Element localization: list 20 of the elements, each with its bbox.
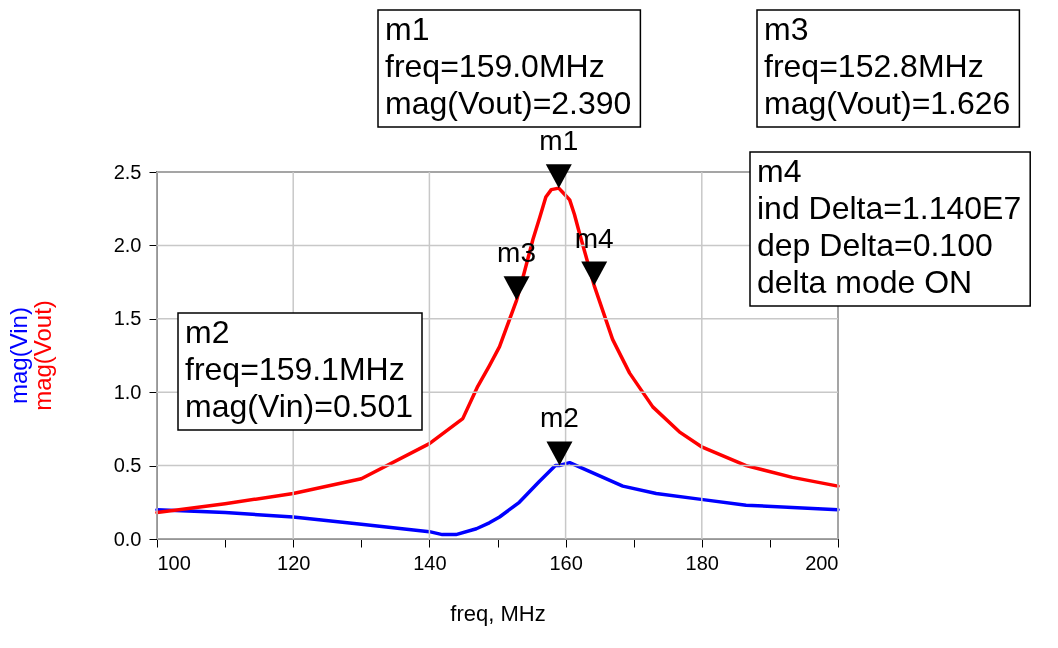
x-tick-label: 180 <box>685 551 719 574</box>
x-tick-label: 100 <box>157 551 191 574</box>
text: m1 freq=159.0MHz mag(Vout)=2.390 <box>385 11 632 121</box>
x-axis-title: freq, MHz <box>450 600 546 626</box>
annotation: m1 <box>539 125 579 157</box>
x-tick-label: 160 <box>549 551 583 574</box>
y-tick-label: 2.5 <box>113 160 142 183</box>
text: m3 freq=152.8MHz mag(Vout)=1.626 <box>764 11 1011 121</box>
y-tick-label: 2.0 <box>113 233 142 256</box>
y-tick-label: 1.0 <box>113 380 142 403</box>
text: mag(Vin) <box>5 307 32 404</box>
x-tick-label: 200 <box>805 551 839 574</box>
annotation: m4 ind Delta=1.140E7 dep Delta=0.100 delta mode ON <box>757 153 1022 300</box>
x-tick-label: 140 <box>413 551 447 574</box>
y-tick-label: 0.5 <box>113 454 142 477</box>
x-tick-label: 120 <box>277 551 311 574</box>
annotation: m2 <box>540 402 579 434</box>
y-tick-label: 0.0 <box>113 527 142 550</box>
y-tick-label: 1.5 <box>113 307 142 330</box>
annotation: m2 freq=159.1MHz mag(Vin)=0.501 <box>185 314 413 424</box>
